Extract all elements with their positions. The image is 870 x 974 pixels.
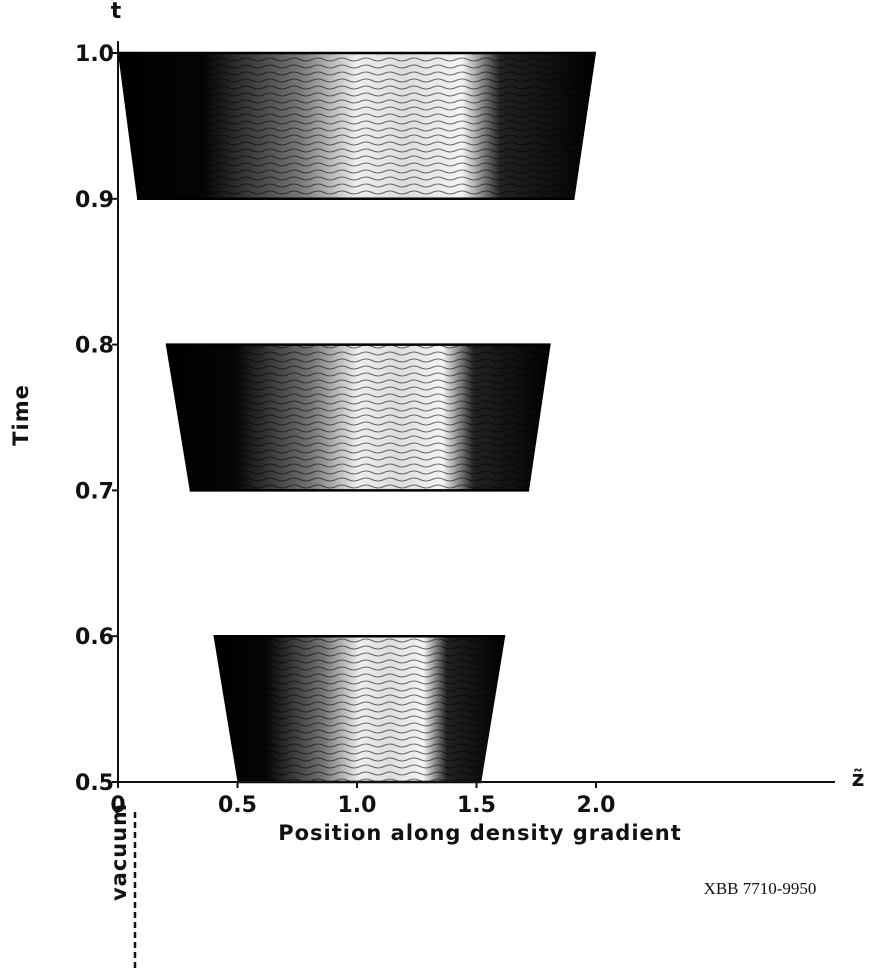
y-tick-label: 0.8 <box>75 334 114 359</box>
trajectory-texture <box>213 636 506 782</box>
x-tick-label: 0 <box>110 793 125 818</box>
x-symbol: z̃ <box>852 767 865 792</box>
x-tick-label: 1.5 <box>457 793 496 818</box>
y-title: Time <box>9 384 33 446</box>
y-symbol: t̃ <box>110 0 121 24</box>
y-tick-label: 0.9 <box>75 188 114 213</box>
boundary-label: vacuum <box>107 803 131 901</box>
y-tick-label: 0.7 <box>75 479 114 504</box>
x-tick-label: 0.5 <box>218 793 257 818</box>
x-tick-label: 1.0 <box>338 793 377 818</box>
figure-code: XBB 7710-9950 <box>704 879 817 898</box>
trajectory-texture <box>118 53 596 199</box>
y-tick-label: 0.6 <box>75 625 114 650</box>
x-title: Position along density gradient <box>278 821 682 845</box>
x-tick-label: 2.0 <box>577 793 616 818</box>
y-tick-label: 1.0 <box>75 42 114 67</box>
trajectory-texture <box>165 344 551 491</box>
y-tick-label: 0.5 <box>75 771 114 796</box>
